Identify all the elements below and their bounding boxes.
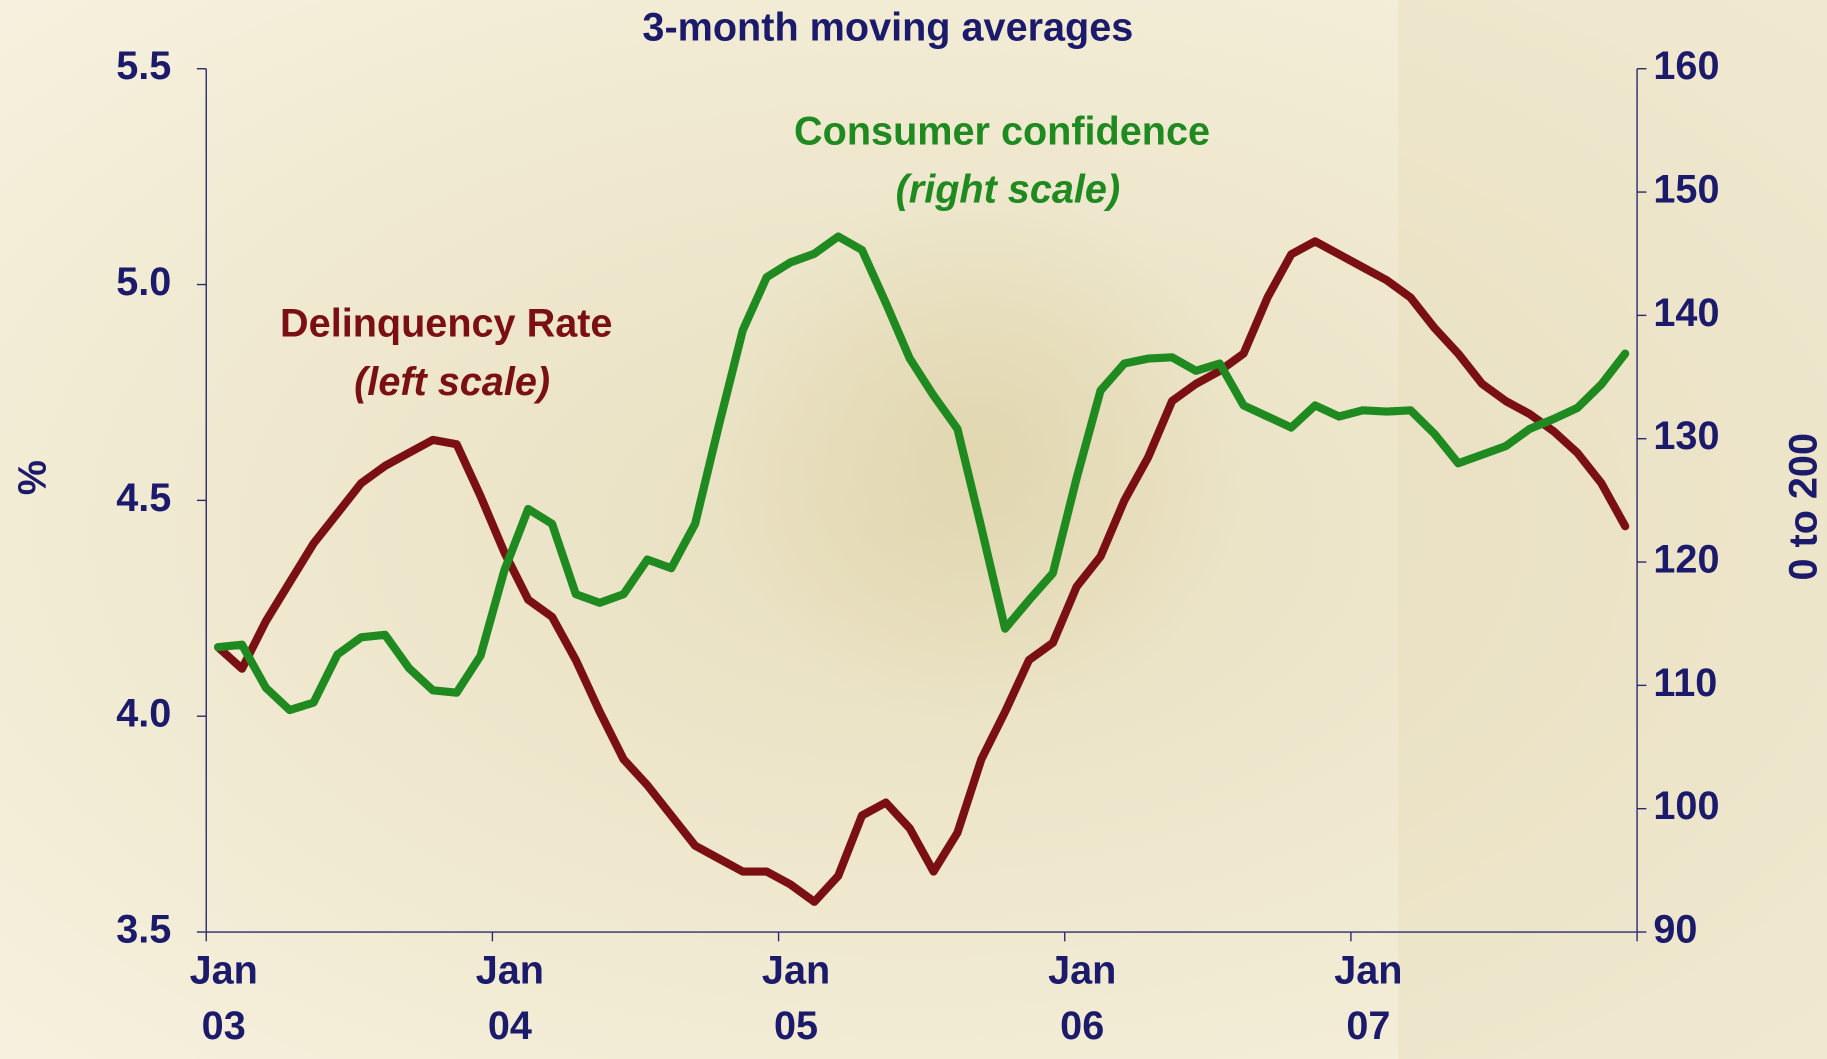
y2-axis-title: 0 to 200 (1781, 433, 1825, 581)
y2-tick-label: 160 (1653, 44, 1719, 88)
background-seal (711, 186, 1247, 722)
y2-tick-label: 130 (1653, 414, 1719, 458)
y2-tick-label: 140 (1653, 291, 1719, 335)
series-label: Delinquency Rate (280, 302, 612, 346)
y2-tick-label: 120 (1653, 538, 1719, 582)
y-axis-title: % (10, 460, 54, 495)
chart: 3-month moving averages % 0 to 200 3.5 4.… (0, 0, 1827, 1059)
y2-tick-label: 90 (1653, 907, 1697, 951)
y2-tick-label: 110 (1653, 661, 1717, 705)
y-tick-label: 5.0 (116, 260, 171, 304)
series-note: (left scale) (354, 360, 550, 404)
y2-tick-label: 150 (1653, 168, 1719, 212)
background-band (1398, 0, 1827, 1059)
y-tick-label: 4.5 (116, 476, 171, 520)
series-note: (right scale) (896, 168, 1121, 212)
y-tick-label: 4.0 (116, 692, 171, 736)
series-label: Consumer confidence (794, 109, 1210, 153)
y-tick-label: 3.5 (116, 907, 171, 951)
y-tick-label: 5.5 (116, 44, 171, 88)
chart-title: 3-month moving averages (642, 6, 1133, 50)
y2-tick-label: 100 (1653, 784, 1719, 828)
